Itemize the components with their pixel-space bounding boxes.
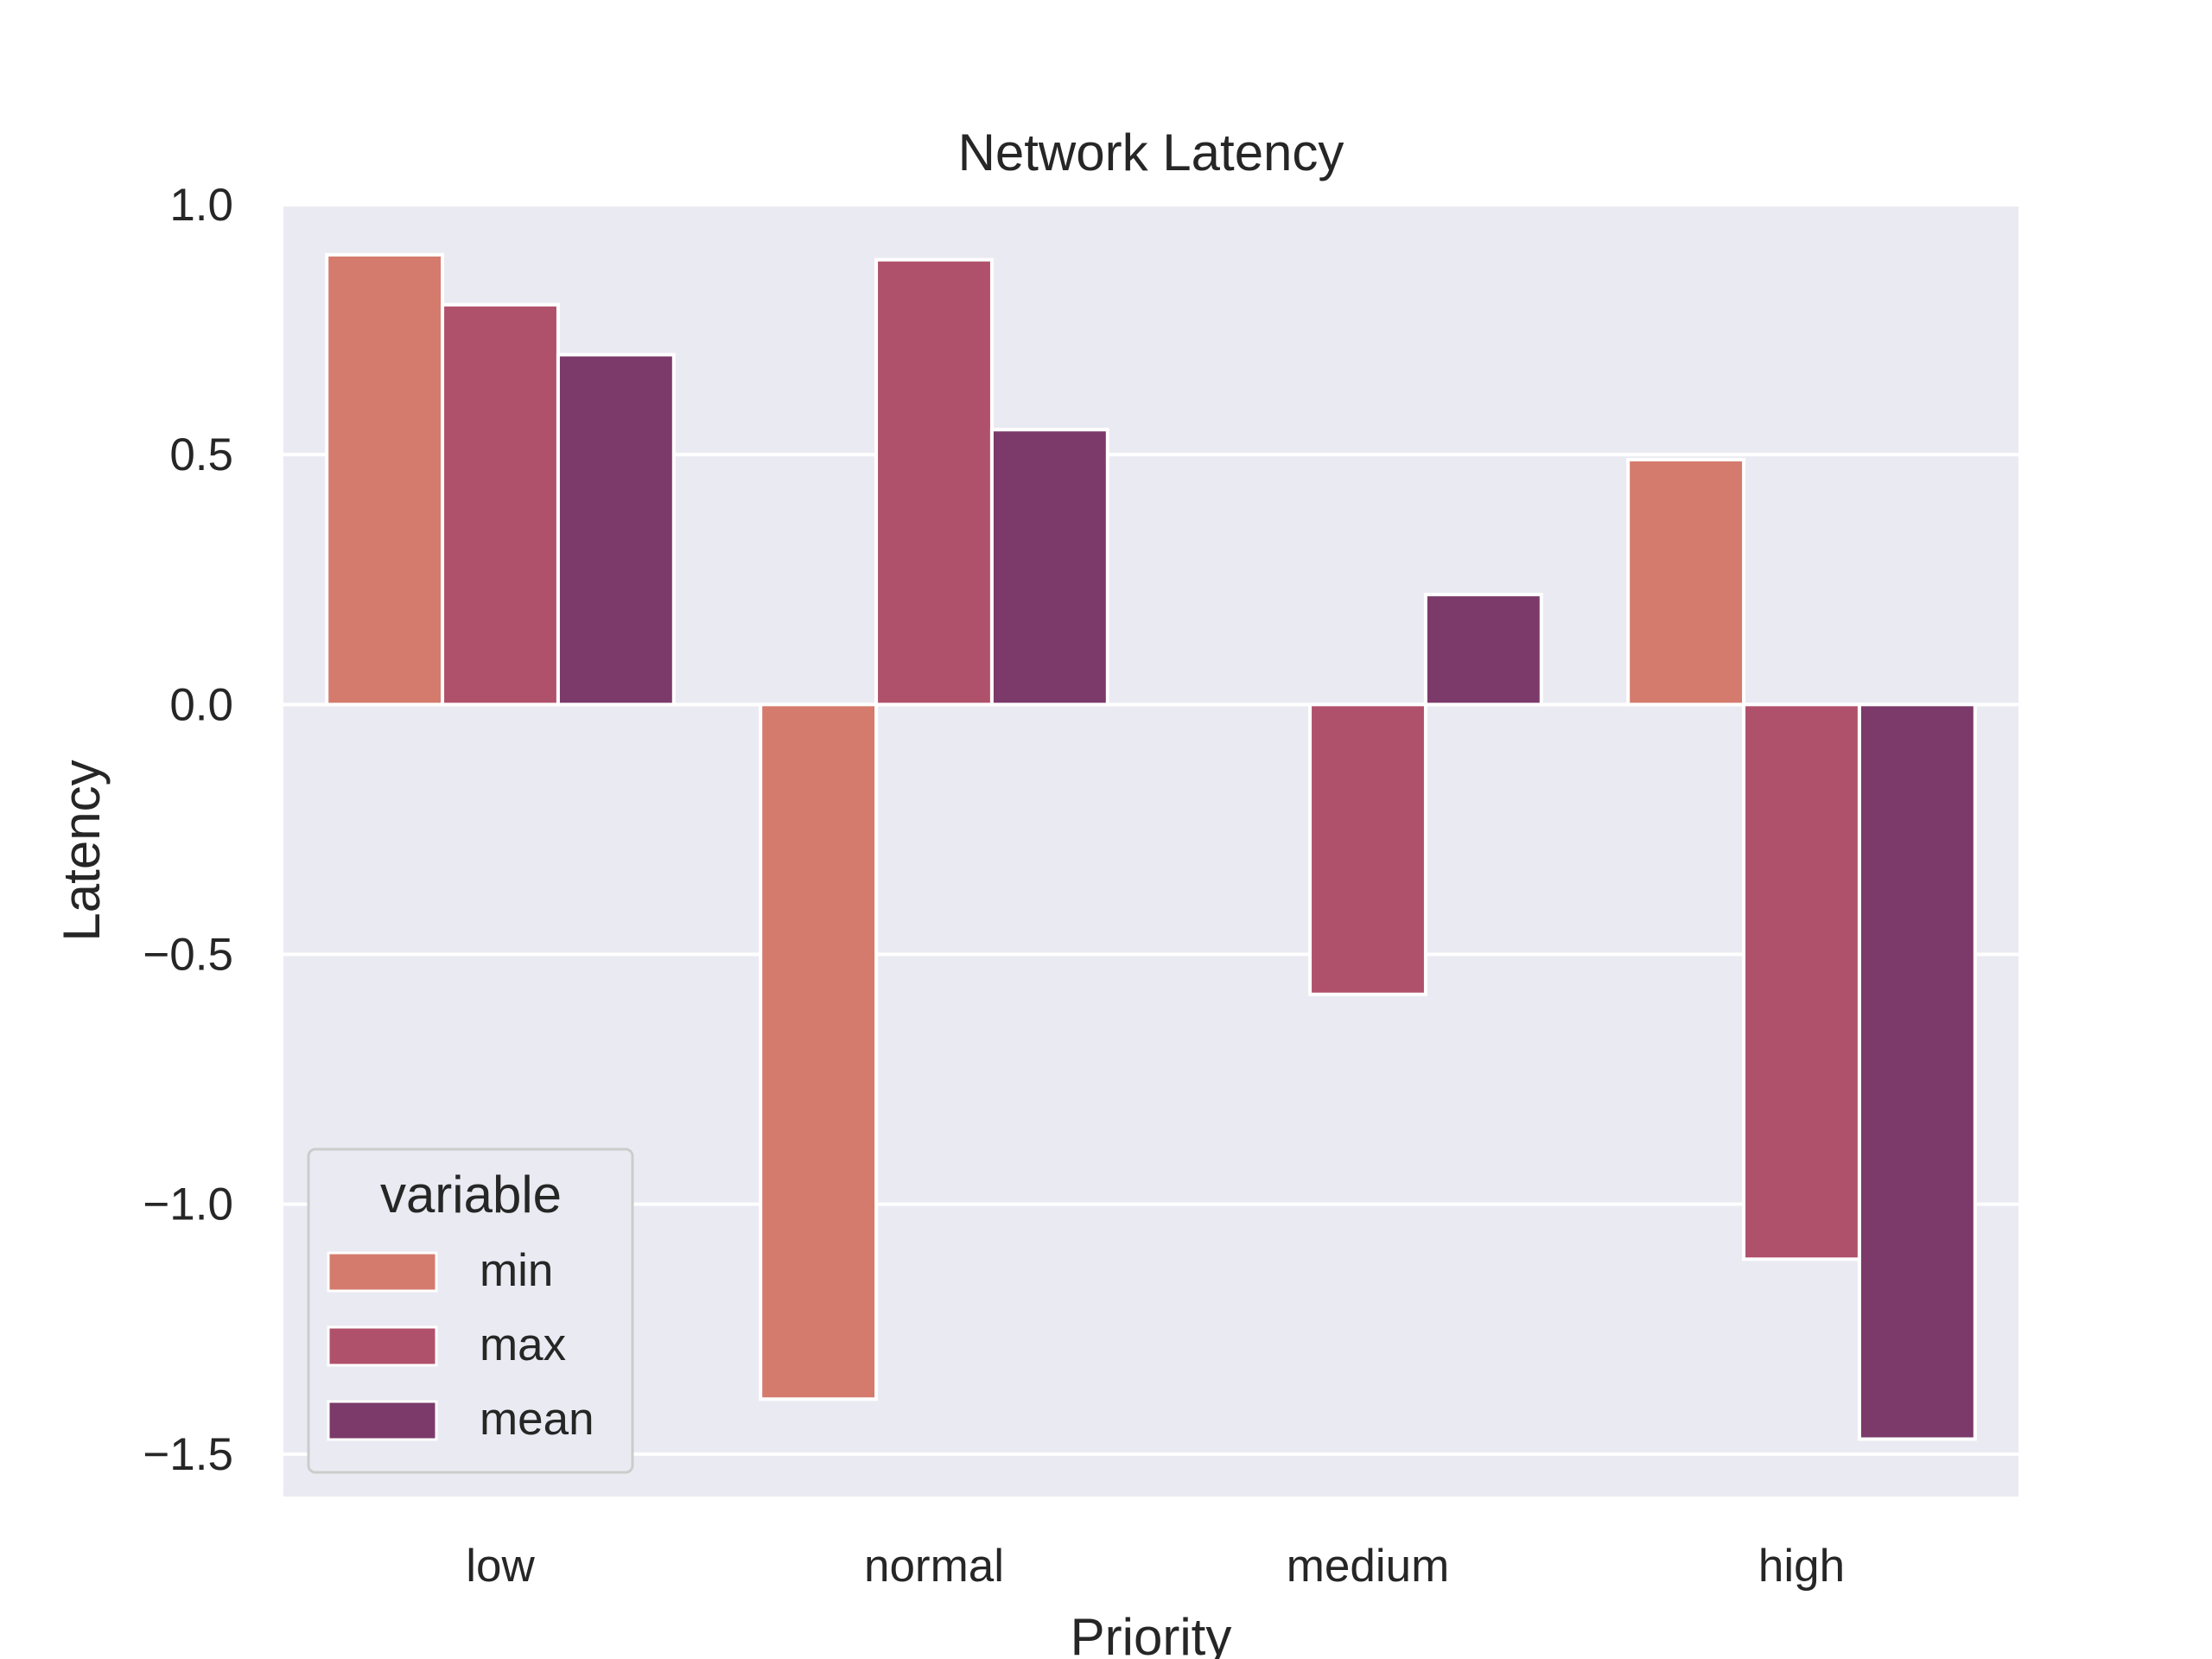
y-axis-label: Latency (53, 760, 111, 941)
y-tick-label: 1.0 (169, 180, 233, 231)
bar-mean-high (1857, 702, 1977, 1441)
y-tick-label: −0.5 (143, 930, 233, 981)
x-tick-label: medium (1287, 1541, 1450, 1592)
chart-title: Network Latency (958, 124, 1344, 181)
bar-max-medium (1308, 702, 1427, 996)
bar-min-normal (759, 702, 879, 1402)
legend-title: variable (380, 1166, 562, 1224)
y-tick-label: 0.5 (169, 429, 233, 480)
legend: variable min max mean (307, 1147, 634, 1474)
legend-label-max: max (480, 1319, 566, 1370)
y-tick-label: −1.0 (143, 1179, 233, 1230)
legend-box (307, 1147, 634, 1474)
x-tick-label: normal (864, 1541, 1004, 1592)
y-tick-labels: 1.0 0.5 0.0 −0.5 −1.0 −1.5 (143, 180, 233, 1480)
bar-min-low (325, 252, 445, 707)
bar-max-low (441, 302, 560, 707)
legend-items: min max mean (327, 1245, 594, 1445)
x-tick-label: high (1758, 1541, 1845, 1592)
legend-swatch-max (327, 1325, 438, 1367)
bar-mean-medium (1423, 593, 1543, 707)
y-tick-label: 0.0 (169, 679, 233, 730)
bars (325, 252, 1977, 1441)
bar-max-high (1742, 702, 1861, 1262)
y-tick-label: −1.5 (143, 1429, 233, 1480)
x-tick-label: low (466, 1541, 535, 1592)
x-tick-labels: low normal medium high (466, 1541, 1845, 1592)
legend-label-min: min (480, 1245, 553, 1296)
legend-label-mean: mean (480, 1394, 594, 1445)
bar-max-normal (874, 257, 994, 707)
x-axis-label: Priority (1071, 1608, 1232, 1659)
legend-swatch-mean (327, 1400, 438, 1441)
bar-mean-normal (989, 428, 1109, 707)
bar-min-high (1626, 457, 1746, 707)
legend-swatch-min (327, 1251, 438, 1293)
bar-mean-low (556, 353, 676, 707)
